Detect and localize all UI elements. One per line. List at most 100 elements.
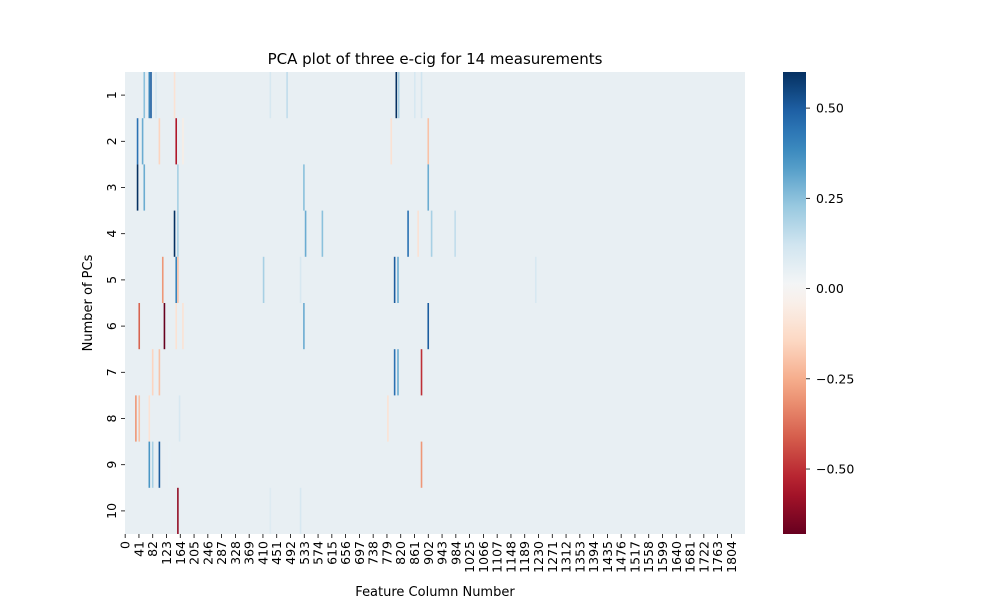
y-tick-label: 2 bbox=[104, 137, 119, 145]
x-tick-label: 820 bbox=[393, 541, 408, 565]
colorbar-tick-label: −0.25 bbox=[816, 371, 854, 386]
heatmap-cell bbox=[321, 210, 324, 257]
heatmap-cell bbox=[262, 256, 265, 303]
heatmap-cell bbox=[175, 118, 178, 165]
heatmap-cell bbox=[420, 72, 423, 119]
y-tick-label: 1 bbox=[104, 91, 119, 99]
heatmap-cell bbox=[158, 349, 161, 396]
heatmap-cell bbox=[173, 72, 176, 119]
x-tick-label: 738 bbox=[366, 541, 381, 565]
heatmap-cell bbox=[150, 72, 152, 119]
heatmap-cell bbox=[148, 441, 151, 488]
x-tick-label: 82 bbox=[145, 541, 160, 557]
heatmap-cell bbox=[420, 441, 423, 488]
x-tick-label: 1025 bbox=[462, 541, 477, 573]
x-tick-label: 615 bbox=[324, 541, 339, 565]
colorbar-tick-label: 0.50 bbox=[816, 101, 844, 116]
x-tick-label: 1189 bbox=[517, 541, 532, 573]
x-tick-label: 1435 bbox=[600, 541, 615, 573]
heatmap-cell bbox=[427, 118, 430, 165]
heatmap-cell bbox=[177, 256, 179, 303]
heatmap-cell bbox=[299, 487, 302, 534]
heatmap-cell bbox=[143, 164, 146, 211]
x-tick-label: 1599 bbox=[655, 541, 670, 573]
heatmap-cell bbox=[138, 303, 141, 350]
x-tick-label: 1148 bbox=[503, 541, 518, 573]
x-tick-label: 1353 bbox=[572, 541, 587, 573]
heatmap-cell bbox=[395, 72, 398, 119]
heatmap-cell bbox=[182, 118, 184, 165]
heatmap-cell bbox=[407, 210, 409, 257]
heatmap-cell bbox=[454, 210, 456, 257]
x-tick-label: 123 bbox=[159, 541, 174, 565]
x-tick-label: 246 bbox=[200, 541, 215, 565]
heatmap-cell bbox=[397, 256, 399, 303]
heatmap-cell bbox=[151, 349, 154, 396]
heatmap-cell bbox=[397, 349, 399, 396]
heatmap-cell bbox=[534, 256, 537, 303]
y-tick-label: 7 bbox=[104, 368, 119, 376]
x-tick-label: 1763 bbox=[710, 541, 725, 573]
x-tick-label: 1107 bbox=[490, 541, 505, 573]
x-tick-label: 1804 bbox=[724, 541, 739, 573]
heatmap-cell bbox=[138, 395, 141, 442]
x-tick-label: 410 bbox=[255, 541, 270, 565]
x-tick-label: 1517 bbox=[627, 541, 642, 573]
heatmap-cell bbox=[182, 303, 184, 350]
x-tick-label: 861 bbox=[407, 541, 422, 565]
colorbar-gradient bbox=[783, 72, 806, 534]
y-tick-label: 3 bbox=[104, 184, 119, 192]
x-tick-label: 1681 bbox=[683, 541, 698, 573]
heatmap-cell bbox=[417, 210, 419, 257]
heatmap-cell bbox=[420, 349, 423, 396]
heatmap-cell bbox=[155, 72, 157, 119]
heatmap-cell bbox=[387, 395, 389, 442]
x-tick-label: 1312 bbox=[559, 541, 574, 573]
heatmap-cell bbox=[158, 118, 161, 165]
heatmap-cell bbox=[178, 395, 181, 442]
heatmap-cell bbox=[173, 210, 176, 257]
heatmap-cell bbox=[390, 118, 393, 165]
x-axis-ticks: 0418212316420524628732836941045149253357… bbox=[118, 534, 739, 573]
heatmap-cell bbox=[269, 72, 272, 119]
y-tick-label: 9 bbox=[104, 461, 119, 469]
x-tick-label: 1230 bbox=[531, 541, 546, 573]
x-tick-label: 1394 bbox=[586, 541, 601, 573]
heatmap-background bbox=[125, 72, 745, 534]
x-tick-label: 984 bbox=[448, 541, 463, 565]
x-tick-label: 1640 bbox=[669, 541, 684, 573]
y-axis-ticks: 1 2 3 4 5 6 7 8 9 10 bbox=[104, 91, 125, 519]
x-tick-label: 1476 bbox=[614, 541, 629, 573]
x-tick-label: 451 bbox=[269, 541, 284, 565]
heatmap-cell bbox=[175, 303, 178, 350]
colorbar: 0.50 0.25 0.00 −0.25 −0.50 bbox=[783, 72, 854, 534]
x-tick-label: 1722 bbox=[696, 541, 711, 573]
heatmap-cell bbox=[151, 441, 154, 488]
heatmap-cell bbox=[158, 441, 161, 488]
x-tick-label: 1271 bbox=[545, 541, 560, 573]
heatmap-cell bbox=[393, 349, 396, 396]
heatmap-cell bbox=[163, 303, 166, 350]
heatmap-cell bbox=[136, 164, 139, 211]
x-tick-label: 287 bbox=[214, 541, 229, 565]
x-tick-label: 0 bbox=[118, 541, 133, 549]
heatmap-cell bbox=[269, 487, 272, 534]
colorbar-tick-label: 0.00 bbox=[816, 281, 844, 296]
x-tick-label: 492 bbox=[283, 541, 298, 565]
heatmap-cell bbox=[148, 395, 151, 442]
x-tick-label: 533 bbox=[297, 541, 312, 565]
x-tick-label: 943 bbox=[435, 541, 450, 565]
chart-title: PCA plot of three e-cig for 14 measureme… bbox=[268, 50, 603, 68]
heatmap-cell bbox=[393, 256, 396, 303]
x-tick-label: 697 bbox=[352, 541, 367, 565]
heatmap-cell bbox=[175, 256, 178, 303]
y-tick-label: 4 bbox=[104, 230, 119, 238]
heatmap-cell bbox=[177, 164, 179, 211]
x-tick-label: 369 bbox=[242, 541, 257, 565]
x-tick-label: 779 bbox=[379, 541, 394, 565]
heatmap-cell bbox=[177, 487, 179, 534]
x-tick-label: 1066 bbox=[476, 541, 491, 573]
x-tick-label: 164 bbox=[173, 541, 188, 565]
heatmap-cell bbox=[141, 118, 144, 165]
